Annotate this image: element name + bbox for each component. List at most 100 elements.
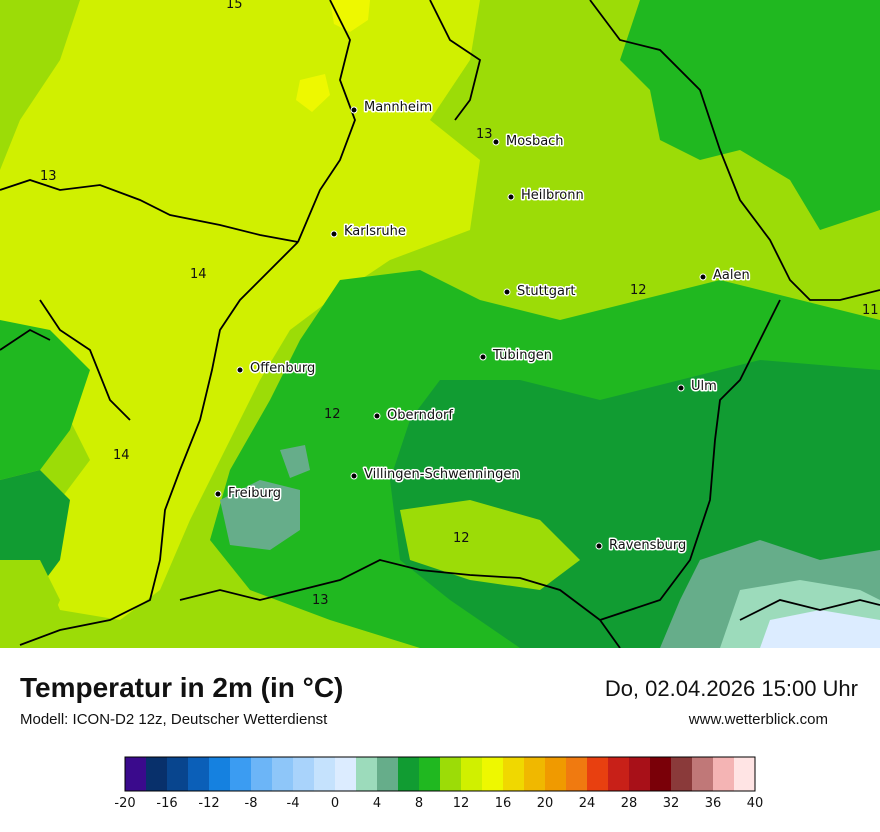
legend-tick-label: -4 bbox=[287, 796, 300, 811]
warm-zone-bright-2 bbox=[296, 74, 330, 112]
city-label: Villingen-Schwenningen bbox=[364, 467, 520, 482]
city-label: Tübingen bbox=[492, 348, 552, 363]
legend-tick-label: 32 bbox=[663, 796, 680, 811]
city-ulm[interactable]: Ulm bbox=[677, 378, 718, 396]
legend-swatch bbox=[713, 757, 735, 791]
legend-swatch bbox=[272, 757, 294, 791]
contour-label: 13 bbox=[312, 593, 329, 608]
city-label: Karlsruhe bbox=[344, 224, 406, 239]
city-aalen[interactable]: Aalen bbox=[699, 267, 751, 285]
legend-tick-label: 4 bbox=[373, 796, 381, 811]
contour-label: 13 bbox=[476, 127, 493, 142]
legend-swatch bbox=[734, 757, 756, 791]
legend-swatch bbox=[377, 757, 399, 791]
city-label: Ravensburg bbox=[609, 538, 686, 553]
temperature-map: 15 13 13 14 12 11 12 14 12 13 Mannheim M… bbox=[0, 0, 880, 648]
legend-tick-label: 36 bbox=[705, 796, 722, 811]
legend-swatch bbox=[503, 757, 525, 791]
city-label: Ulm bbox=[691, 379, 717, 394]
legend-swatch bbox=[209, 757, 231, 791]
cities: Mannheim Mosbach Heilbronn Karlsruhe Aal… bbox=[214, 99, 751, 555]
city-ravensburg[interactable]: Ravensburg bbox=[595, 537, 688, 555]
legend-tick-label: 28 bbox=[621, 796, 638, 811]
contour-label: 12 bbox=[630, 283, 647, 298]
legend-tick-label: 16 bbox=[495, 796, 512, 811]
legend-swatch bbox=[230, 757, 252, 791]
legend-tick-label: -16 bbox=[156, 796, 177, 811]
legend-swatch bbox=[335, 757, 357, 791]
city-oberndorf[interactable]: Oberndorf bbox=[373, 407, 455, 425]
warm-zone-lower-rhine bbox=[0, 560, 60, 648]
city-label: Offenburg bbox=[250, 361, 315, 376]
legend-tick-label: -20 bbox=[114, 796, 135, 811]
contour-label: 13 bbox=[40, 169, 57, 184]
city-villingen-schwenningen[interactable]: Villingen-Schwenningen bbox=[350, 466, 521, 484]
legend-swatch bbox=[125, 757, 147, 791]
contour-label: 11 bbox=[862, 303, 879, 318]
legend-tick-label: 12 bbox=[453, 796, 470, 811]
city-label: Mosbach bbox=[506, 134, 564, 149]
website-link[interactable]: www.wetterblick.com bbox=[688, 711, 828, 728]
legend-tick-label: 8 bbox=[415, 796, 423, 811]
city-label: Stuttgart bbox=[517, 284, 575, 299]
legend-swatch bbox=[251, 757, 273, 791]
cold-zone-feldberg bbox=[220, 480, 300, 550]
city-stuttgart[interactable]: Stuttgart bbox=[503, 283, 577, 301]
city-mosbach[interactable]: Mosbach bbox=[492, 133, 565, 151]
cool-zone-west bbox=[0, 320, 90, 480]
legend-tick-label: -12 bbox=[198, 796, 219, 811]
city-tuebingen[interactable]: Tübingen bbox=[479, 347, 554, 365]
legend-swatch bbox=[692, 757, 714, 791]
legend-swatch bbox=[188, 757, 210, 791]
legend-tick-label: -8 bbox=[245, 796, 258, 811]
legend-swatch bbox=[482, 757, 504, 791]
legend-tick-label: 40 bbox=[747, 796, 764, 811]
contour-label: 14 bbox=[190, 267, 207, 282]
city-label: Freiburg bbox=[228, 486, 281, 501]
legend-swatch bbox=[461, 757, 483, 791]
legend-swatch bbox=[650, 757, 672, 791]
legend-swatch bbox=[356, 757, 378, 791]
legend-swatch bbox=[293, 757, 315, 791]
legend-swatch bbox=[524, 757, 546, 791]
map-footer: Temperatur in 2m (in °C) Modell: ICON-D2… bbox=[0, 648, 880, 830]
legend-swatch bbox=[398, 757, 420, 791]
legend-swatch bbox=[545, 757, 567, 791]
legend-swatch bbox=[440, 757, 462, 791]
city-freiburg[interactable]: Freiburg bbox=[214, 485, 283, 503]
cold-zone-feldberg-2 bbox=[280, 445, 310, 478]
legend-swatch bbox=[608, 757, 630, 791]
legend-swatch bbox=[671, 757, 693, 791]
city-label: Aalen bbox=[713, 268, 750, 283]
model-info: Modell: ICON-D2 12z, Deutscher Wetterdie… bbox=[20, 711, 328, 728]
city-karlsruhe[interactable]: Karlsruhe bbox=[330, 223, 407, 241]
city-mannheim[interactable]: Mannheim bbox=[350, 99, 434, 117]
warm-zone-rhine bbox=[0, 0, 480, 620]
legend-swatch bbox=[314, 757, 336, 791]
warm-zone-lake bbox=[400, 500, 580, 590]
legend-frame bbox=[124, 756, 756, 792]
legend-tick-label: 20 bbox=[537, 796, 554, 811]
city-label: Oberndorf bbox=[387, 408, 453, 423]
contour-label: 12 bbox=[453, 531, 470, 546]
borders bbox=[0, 0, 880, 648]
cool-zone-nw-edge bbox=[0, 0, 80, 80]
legend-swatch bbox=[587, 757, 609, 791]
legend-tick-label: 24 bbox=[579, 796, 596, 811]
city-offenburg[interactable]: Offenburg bbox=[236, 360, 317, 378]
cold-zone-alps-3 bbox=[760, 610, 880, 648]
forecast-datetime: Do, 02.04.2026 15:00 Uhr bbox=[604, 676, 858, 701]
legend-swatch bbox=[419, 757, 441, 791]
legend-tick-label: 0 bbox=[331, 796, 339, 811]
city-heilbronn[interactable]: Heilbronn bbox=[507, 187, 585, 205]
legend-swatch bbox=[146, 757, 168, 791]
contour-label: 14 bbox=[113, 448, 130, 463]
city-label: Heilbronn bbox=[521, 188, 584, 203]
warm-zone-bright bbox=[330, 0, 370, 32]
contour-label: 12 bbox=[324, 407, 341, 422]
contour-label: 15 bbox=[226, 0, 243, 12]
map-title: Temperatur in 2m (in °C) bbox=[20, 672, 344, 703]
legend-swatch bbox=[566, 757, 588, 791]
cool-zone-northeast bbox=[620, 0, 880, 230]
legend-swatch bbox=[167, 757, 189, 791]
